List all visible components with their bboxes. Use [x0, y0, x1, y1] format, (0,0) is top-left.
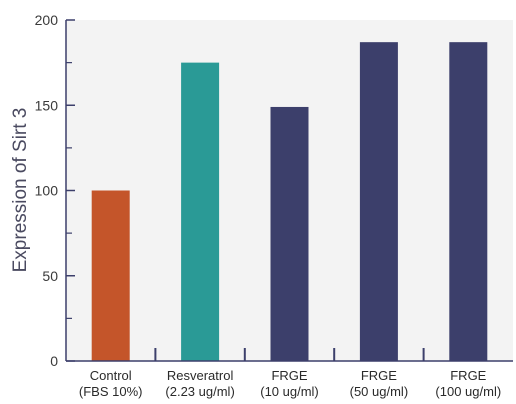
- bar: [91, 190, 130, 361]
- bar: [359, 42, 398, 361]
- y-tick-label: 0: [50, 353, 58, 369]
- y-tick-label: 150: [35, 97, 59, 113]
- x-category-label: FRGE (100 ug/ml): [435, 368, 501, 399]
- bar: [270, 106, 309, 361]
- x-category-label: Resveratrol (2.23 ug/ml): [165, 368, 234, 399]
- y-axis-title: Expression of Sirt 3: [10, 108, 31, 273]
- bar: [449, 42, 488, 361]
- bars: [91, 42, 488, 361]
- y-axis-ticks: 0 50 100 150 200: [35, 12, 75, 369]
- bar: [181, 62, 220, 361]
- y-tick-label: 200: [35, 12, 59, 28]
- x-category-label: FRGE (10 ug/ml): [260, 368, 319, 399]
- y-tick-label: 100: [35, 183, 59, 199]
- y-tick-label: 50: [42, 268, 58, 284]
- x-category-label: Control (FBS 10%): [79, 368, 143, 399]
- x-category-label: FRGE (50 ug/ml): [350, 368, 409, 399]
- x-axis-labels: Control (FBS 10%) Resveratrol (2.23 ug/ml) F…: [79, 368, 501, 399]
- x-axis-ticks: [154, 348, 425, 361]
